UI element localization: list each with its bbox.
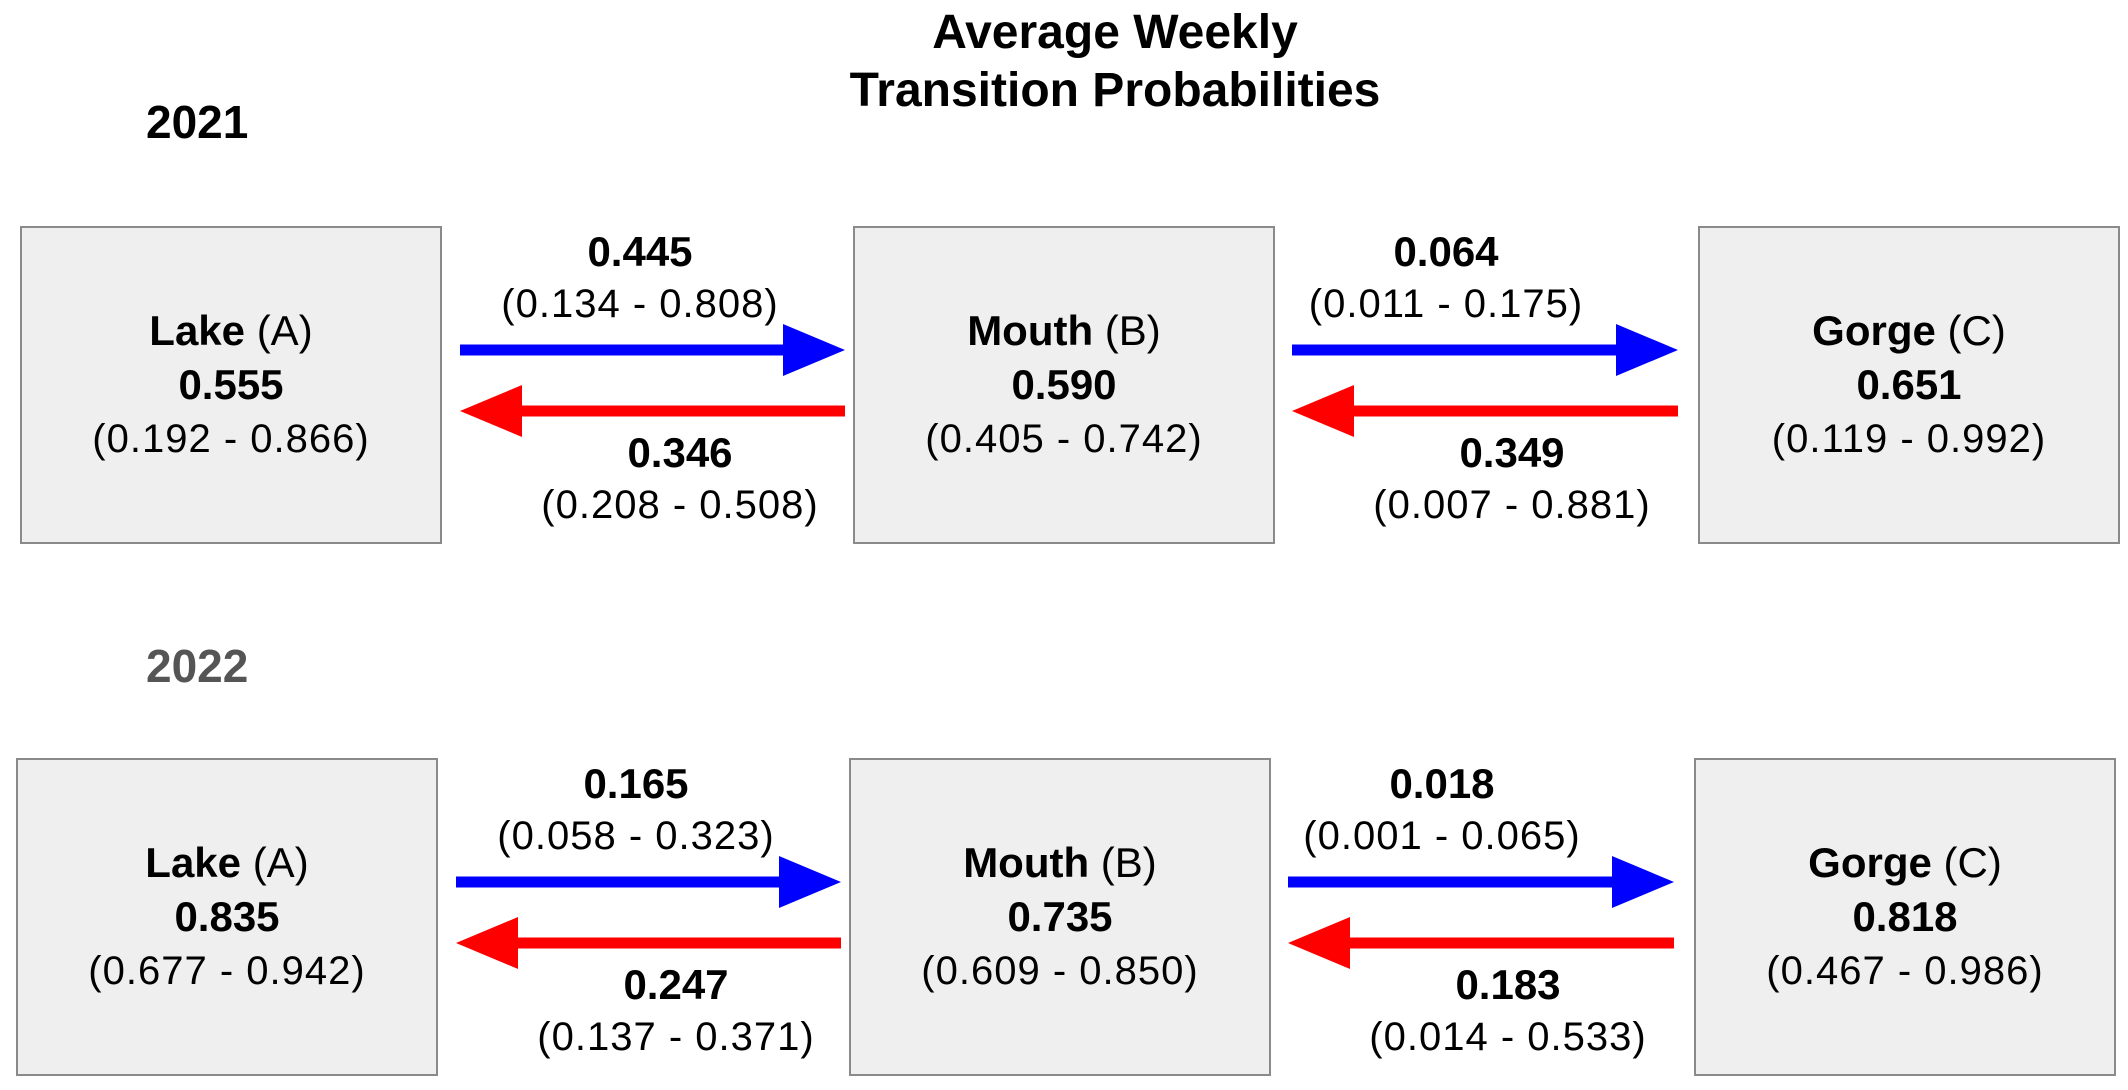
arrow-head <box>460 385 522 437</box>
node-value: 0.735 <box>1007 893 1113 940</box>
node-name: Lake (A) <box>149 307 313 354</box>
transition-value: 0.183 <box>1455 961 1561 1008</box>
arrow-b-to-a-2021 <box>460 385 845 437</box>
transition-value: 0.018 <box>1389 760 1495 807</box>
arrow-a-to-b-2022 <box>456 856 841 908</box>
transition-value: 0.346 <box>627 429 733 476</box>
title-line-2: Transition Probabilities <box>849 64 1381 117</box>
node-name: Lake (A) <box>145 839 309 886</box>
title-line-1: Average Weekly <box>932 6 1298 59</box>
node-name: Gorge (C) <box>1808 839 2002 886</box>
transition-label-b-to-a-2021: 0.346 (0.208 - 0.508) <box>470 427 890 531</box>
year-label-2022: 2022 <box>146 640 249 692</box>
node-ci: (0.677 - 0.942) <box>88 949 366 993</box>
transition-label-b-to-c-2022: 0.018 (0.001 - 0.065) <box>1232 758 1652 862</box>
transition-ci: (0.058 - 0.323) <box>497 814 775 858</box>
year-label-2021: 2021 <box>146 96 249 148</box>
node-value: 0.555 <box>178 361 284 408</box>
transition-label-c-to-b-2021: 0.349 (0.007 - 0.881) <box>1302 427 1722 531</box>
transition-label-c-to-b-2022: 0.183 (0.014 - 0.533) <box>1298 959 1718 1063</box>
transition-ci: (0.137 - 0.371) <box>537 1015 815 1059</box>
arrow-b-to-c-2022 <box>1288 856 1674 908</box>
arrow-head <box>779 856 841 908</box>
arrow-head <box>1288 917 1350 969</box>
transition-ci: (0.007 - 0.881) <box>1373 483 1651 527</box>
node-ci: (0.405 - 0.742) <box>925 417 1203 461</box>
node-ci: (0.467 - 0.986) <box>1766 949 2044 993</box>
transition-label-b-to-c-2021: 0.064 (0.011 - 0.175) <box>1236 226 1656 330</box>
node-ci: (0.609 - 0.850) <box>921 949 1199 993</box>
arrow-a-to-b-2021 <box>460 324 845 376</box>
transition-label-b-to-a-2022: 0.247 (0.137 - 0.371) <box>466 959 886 1063</box>
transition-value: 0.445 <box>587 228 693 275</box>
node-ci: (0.192 - 0.866) <box>92 417 370 461</box>
node-gorge-2021: Gorge (C) 0.651 (0.119 - 0.992) <box>1698 226 2120 544</box>
transition-value: 0.349 <box>1459 429 1565 476</box>
arrow-head <box>456 917 518 969</box>
node-lake-2022: Lake (A) 0.835 (0.677 - 0.942) <box>16 758 438 1076</box>
node-name: Mouth (B) <box>967 307 1161 354</box>
transition-ci: (0.001 - 0.065) <box>1303 814 1581 858</box>
transition-value: 0.165 <box>583 760 689 807</box>
arrow-head <box>1292 385 1354 437</box>
transition-ci: (0.134 - 0.808) <box>501 282 779 326</box>
arrow-b-to-a-2022 <box>456 917 841 969</box>
arrow-c-to-b-2021 <box>1292 385 1678 437</box>
node-mouth-2022: Mouth (B) 0.735 (0.609 - 0.850) <box>849 758 1271 1076</box>
node-gorge-2022: Gorge (C) 0.818 (0.467 - 0.986) <box>1694 758 2116 1076</box>
arrow-b-to-c-2021 <box>1292 324 1678 376</box>
node-name: Gorge (C) <box>1812 307 2006 354</box>
node-value: 0.818 <box>1852 893 1958 940</box>
arrow-head <box>1616 324 1678 376</box>
transition-label-a-to-b-2021: 0.445 (0.134 - 0.808) <box>430 226 850 330</box>
arrow-head <box>783 324 845 376</box>
transition-ci: (0.011 - 0.175) <box>1308 282 1584 326</box>
transition-value: 0.064 <box>1393 228 1499 275</box>
transition-label-a-to-b-2022: 0.165 (0.058 - 0.323) <box>426 758 846 862</box>
node-ci: (0.119 - 0.992) <box>1771 417 2047 461</box>
arrow-head <box>1612 856 1674 908</box>
node-value: 0.835 <box>174 893 280 940</box>
arrow-c-to-b-2022 <box>1288 917 1674 969</box>
transition-value: 0.247 <box>623 961 729 1008</box>
node-value: 0.590 <box>1011 361 1117 408</box>
transition-ci: (0.208 - 0.508) <box>541 483 819 527</box>
node-mouth-2021: Mouth (B) 0.590 (0.405 - 0.742) <box>853 226 1275 544</box>
node-value: 0.651 <box>1856 361 1962 408</box>
node-lake-2021: Lake (A) 0.555 (0.192 - 0.866) <box>20 226 442 544</box>
diagram-title: Average Weekly Transition Probabilities <box>600 4 1630 120</box>
node-name: Mouth (B) <box>963 839 1157 886</box>
transition-ci: (0.014 - 0.533) <box>1369 1015 1647 1059</box>
